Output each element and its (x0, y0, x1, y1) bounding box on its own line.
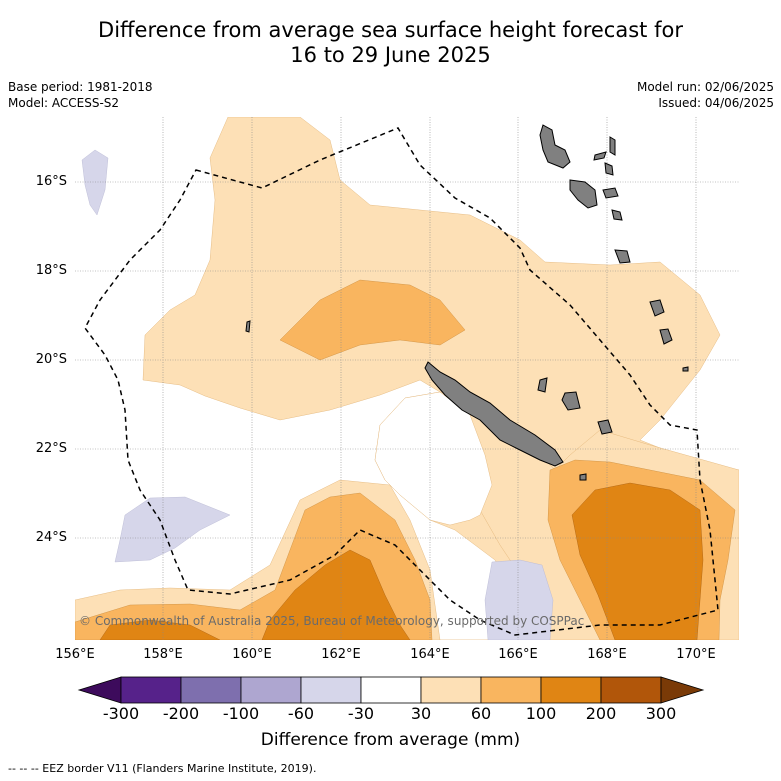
vanuatu-malekula (569, 179, 598, 209)
loyalty-island-3 (597, 419, 613, 435)
vanuatu-island-2 (609, 136, 616, 156)
lon-label-170e: 170°E (676, 647, 716, 662)
colorbar-bin-4 (300, 676, 362, 704)
colorbar-tick-3: -100 (222, 704, 260, 723)
loyalty-island-1 (537, 377, 548, 393)
loyalty-island-2 (561, 391, 581, 411)
anomaly-zone-neg-north (81, 149, 109, 216)
lat-label-18s: 18°S (35, 263, 67, 278)
vanuatu-erromango (614, 249, 631, 264)
colorbar-bin-9 (600, 676, 662, 704)
eez-border (84, 127, 719, 636)
model-run-text: Model run: 02/06/2025 (636, 80, 774, 94)
colorbar-bin-8 (540, 676, 602, 704)
island-east-small (682, 366, 689, 372)
meta-right: Model run: 02/06/2025 Issued: 04/06/2025 (637, 79, 774, 111)
vanuatu-island-3 (604, 162, 614, 176)
anomaly-zone-neutral (374, 391, 493, 526)
base-period-text: Base period: 1981-2018 (8, 80, 153, 94)
colorbar-tick-1: -300 (102, 704, 140, 723)
colorbar-min-arrow (77, 676, 122, 704)
anomaly-zone-100-200-east (571, 482, 704, 640)
issued-text: Issued: 04/06/2025 (658, 96, 774, 110)
colorbar-bin-2 (180, 676, 242, 704)
colorbar-tick-2: -200 (162, 704, 200, 723)
land-masses (245, 124, 689, 481)
lon-label-162e: 162°E (321, 647, 361, 662)
colorbar-bin-6 (420, 676, 482, 704)
colorbar-bin-5 (360, 676, 422, 704)
chesterfield-island (245, 320, 251, 333)
vanuatu-island-1 (593, 151, 607, 161)
anomaly-zone-100-200-central (261, 549, 411, 640)
vanuatu-tanna (649, 299, 665, 317)
lat-label-22s: 22°S (35, 441, 67, 456)
colorbar-title: Difference from average (mm) (260, 730, 521, 750)
title-line-2: 16 to 29 June 2025 (290, 43, 491, 67)
lon-label-164e: 164°E (410, 647, 450, 662)
colorbar-tick-9: 200 (585, 704, 617, 723)
colorbar-tick-7: 60 (470, 704, 492, 723)
new-caledonia (424, 361, 564, 467)
colorbar-bin-3 (240, 676, 302, 704)
colorbar-tick-5: -30 (347, 704, 375, 723)
lat-label-24s: 24°S (35, 530, 67, 545)
eez-footnote: -- -- -- EEZ border V11 (Flanders Marine… (8, 762, 317, 775)
vanuatu-efate (611, 209, 623, 221)
colorbar-max-arrow (660, 676, 705, 704)
lat-label-16s: 16°S (35, 174, 67, 189)
island-south-small (579, 473, 587, 481)
colorbar-tick-10: 300 (645, 704, 677, 723)
colorbar-tick-8: 100 (525, 704, 557, 723)
meta-left: Base period: 1981-2018 Model: ACCESS-S2 (8, 79, 153, 111)
vanuatu-espiritu-santo (539, 124, 571, 169)
chart-title: Difference from average sea surface heig… (0, 18, 781, 68)
anomaly-zone-neg-south (484, 559, 554, 640)
gridlines (75, 117, 739, 640)
lon-label-156e: 156°E (55, 647, 95, 662)
colorbar-tick-4: -60 (287, 704, 315, 723)
vanuatu-island-4 (602, 187, 619, 199)
lat-label-20s: 20°S (35, 352, 67, 367)
model-text: Model: ACCESS-S2 (8, 96, 120, 110)
lon-label-158e: 158°E (143, 647, 183, 662)
island-south-east-1 (659, 328, 673, 345)
title-line-1: Difference from average sea surface heig… (98, 18, 683, 42)
anomaly-zone-100-200-south (99, 619, 221, 640)
colorbar (77, 676, 705, 704)
copyright-notice: © Commonwealth of Australia 2025, Bureau… (79, 614, 585, 628)
colorbar-tick-6: 30 (410, 704, 432, 723)
lon-label-160e: 160°E (232, 647, 272, 662)
anomaly-zone-60-100-north (279, 279, 466, 361)
lon-label-166e: 166°E (498, 647, 538, 662)
colorbar-bin-1 (120, 676, 182, 704)
colorbar-bin-7 (480, 676, 542, 704)
anomaly-zone-neg-west (114, 496, 231, 563)
lon-label-168e: 168°E (587, 647, 627, 662)
